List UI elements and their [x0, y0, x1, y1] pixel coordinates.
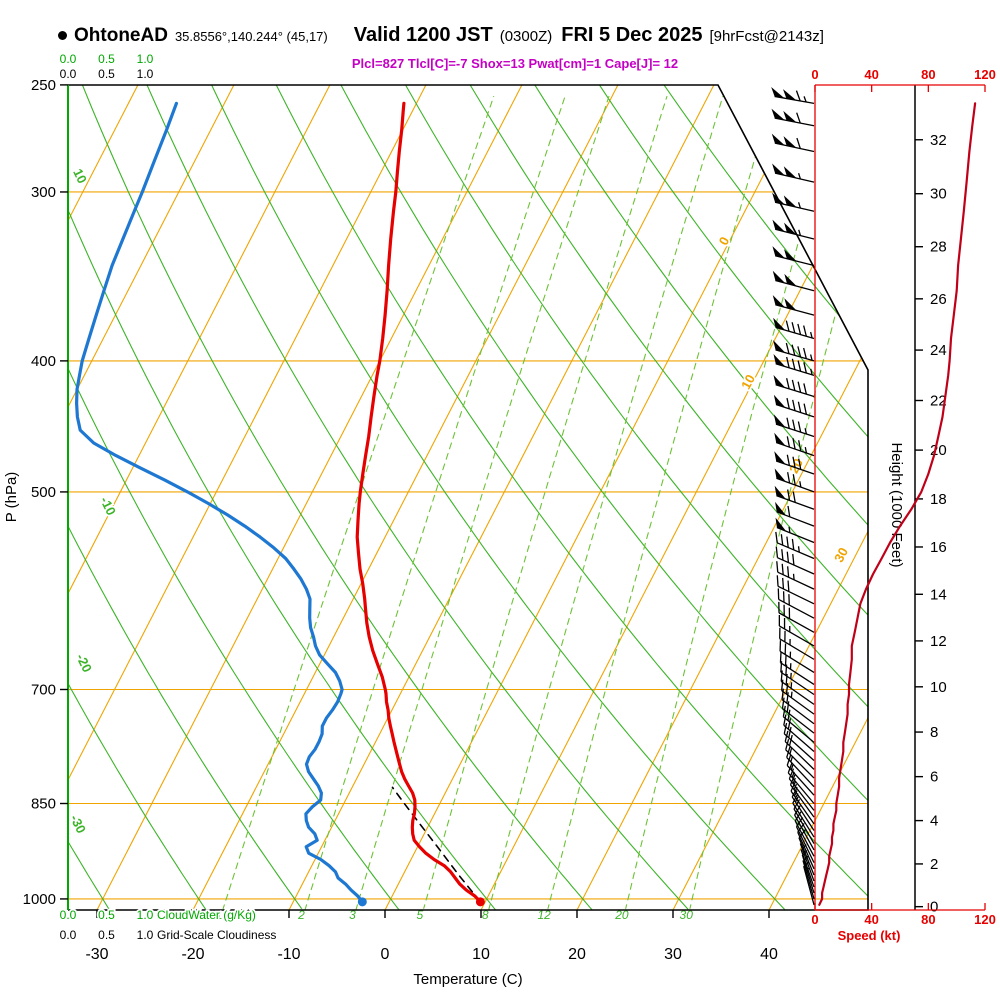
speed-tick-bottom: 80 [921, 912, 935, 927]
height-tick-label: 6 [930, 769, 938, 786]
pressure-tick-label: 400 [31, 353, 56, 370]
header: OhtoneAD 35.8556°,140.244° (45,17) Valid… [58, 24, 996, 47]
dry-adiabat-label: -10 [97, 494, 119, 517]
mixing-ratio-label: 2 [297, 908, 305, 922]
cloudiness-scale-top: 1.0 [137, 67, 154, 81]
dry-adiabat-label: -30 [67, 812, 89, 835]
cloudwater-scale-top: 0.0 [60, 52, 77, 66]
height-tick-label: 22 [930, 392, 947, 409]
station-coords: 35.8556°,140.244° (45,17) [174, 29, 328, 44]
cloudwater-scale-bottom: 1.0 [137, 908, 154, 922]
height-tick-label: 32 [930, 132, 947, 149]
wind-barbs [771, 87, 815, 905]
height-tick-label: 30 [930, 186, 947, 203]
height-tick-label: 4 [930, 813, 938, 830]
speed-tick-bottom: 0 [811, 912, 818, 927]
station-name: OhtoneAD [74, 25, 168, 46]
cloudwater-label: CloudWater (g/Kg) [157, 908, 256, 922]
cloudiness-scale-top: 0.5 [98, 67, 115, 81]
pressure-tick-label: 250 [31, 77, 56, 94]
temp-tick-label: -20 [181, 946, 204, 963]
valid-date: FRI 5 Dec 2025 [561, 24, 703, 46]
isotherm-label: 0 [716, 234, 733, 247]
cloudwater-scale-top: 0.5 [98, 52, 115, 66]
valid-time: Valid 1200 JST [353, 24, 493, 46]
valid-zulu: (0300Z) [499, 28, 553, 45]
cloudiness-scale-bottom: 0.5 [98, 928, 115, 942]
temp-tick-label: 0 [381, 946, 390, 963]
cloudiness-scale-bottom: 1.0 [137, 928, 154, 942]
speed-tick-bottom: 120 [974, 912, 996, 927]
pressure-tick-label: 300 [31, 184, 56, 201]
temp-tick-label: 30 [664, 946, 682, 963]
cloudiness-scale-bottom: 0.0 [60, 928, 77, 942]
cloudiness-scale-top: 0.0 [60, 67, 77, 81]
speed-tick-top: 80 [921, 67, 935, 82]
temp-tick-label: 40 [760, 946, 778, 963]
cloudiness-label: Grid-Scale Cloudiness [157, 928, 276, 942]
height-tick-label: 14 [930, 586, 947, 603]
height-tick-label: 2 [930, 856, 938, 873]
surface-temp-dot [475, 897, 485, 907]
speed-axis-label: Speed (kt) [838, 928, 901, 943]
pressure-tick-label: 850 [31, 796, 56, 813]
pressure-tick-label: 700 [31, 681, 56, 698]
forecast-info: [9hrFcst@2143z] [709, 28, 824, 45]
wind-speed-curve [818, 102, 977, 906]
cloudwater-scale-top: 1.0 [137, 52, 154, 66]
height-tick-label: 20 [930, 442, 947, 459]
temp-tick-label: -10 [277, 946, 300, 963]
parcel-curve [391, 786, 482, 903]
stability-indices: Plcl=827 Tlcl[C]=-7 Shox=13 Pwat[cm]=1 C… [351, 56, 679, 71]
speed-tick-top: 0 [811, 67, 818, 82]
height-tick-label: 28 [930, 239, 947, 256]
mixing-ratio-label: 8 [482, 908, 489, 922]
height-tick-label: 16 [930, 539, 947, 556]
station-dot-icon [58, 31, 67, 40]
speed-tick-bottom: 40 [864, 912, 878, 927]
pressure-tick-label: 500 [31, 484, 56, 501]
mixing-ratio-label: 3 [349, 908, 356, 922]
isotherm-label: 30 [831, 545, 851, 565]
temp-axis-label: Temperature (C) [413, 971, 522, 988]
pressure-tick-label: 1000 [23, 891, 56, 908]
temp-tick-label: 10 [472, 946, 490, 963]
cloudwater-scale-bottom: 0.0 [60, 908, 77, 922]
cloudwater-scale-bottom: 0.5 [98, 908, 115, 922]
dewpoint-curve [74, 101, 364, 904]
height-tick-label: 24 [930, 342, 947, 359]
speed-tick-top: 40 [864, 67, 878, 82]
height-tick-label: 12 [930, 633, 947, 650]
height-tick-label: 8 [930, 724, 938, 741]
temperature-curve [355, 101, 482, 904]
background-grid [68, 85, 868, 910]
surface-dewpoint-dot [357, 897, 367, 907]
plot-frame [68, 84, 869, 911]
height-tick-label: 18 [930, 491, 947, 508]
temp-tick-label: 20 [568, 946, 586, 963]
height-axis-label: Height (1000 Feet) [888, 442, 905, 567]
temp-tick-label: -30 [85, 946, 108, 963]
height-tick-label: 26 [930, 291, 947, 308]
speed-tick-top: 120 [974, 67, 996, 82]
height-tick-label: 0 [930, 899, 938, 916]
mixing-ratio-label: 1 [216, 908, 223, 922]
height-tick-label: 10 [930, 679, 947, 696]
dry-adiabat-label: -20 [73, 651, 95, 674]
mixing-ratio-label: 5 [416, 908, 423, 922]
pressure-axis-label: P (hPa) [3, 472, 20, 523]
